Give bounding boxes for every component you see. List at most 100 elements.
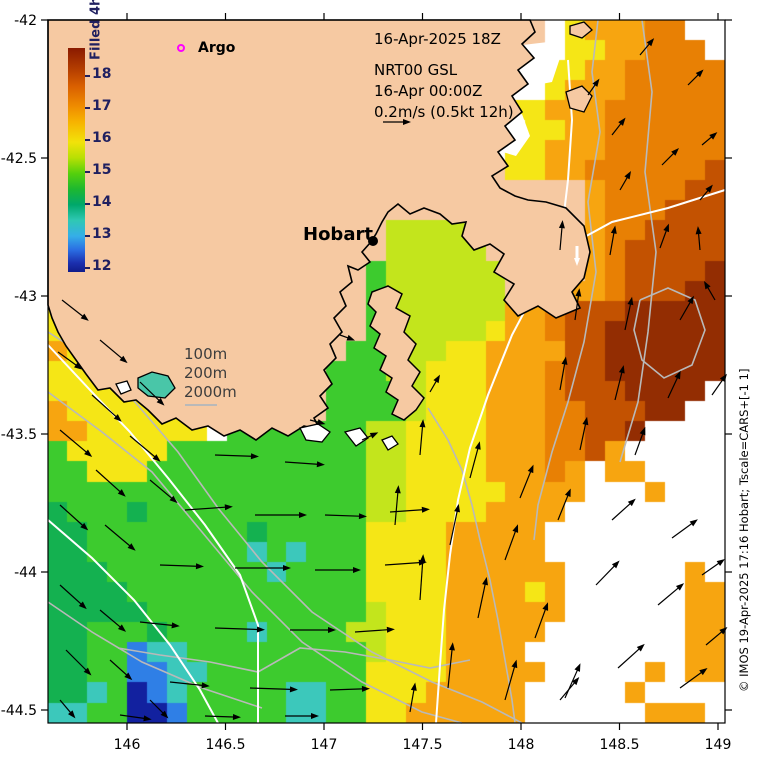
- current-vector-arrow: [184, 506, 229, 511]
- current-vector-arrow-head: [169, 495, 178, 504]
- current-vector-arrow-head: [511, 659, 518, 669]
- current-vector-arrow: [59, 504, 86, 529]
- current-vector-arrow: [249, 687, 294, 691]
- bathymetry-contour-white: [47, 344, 259, 723]
- current-vector-arrow: [614, 368, 624, 401]
- current-vector-arrow-head: [624, 170, 631, 180]
- current-vector-arrow-head: [558, 220, 565, 229]
- current-vector-arrow-head: [346, 334, 356, 341]
- argo-legend: Argo: [176, 40, 235, 56]
- current-vector-arrow: [214, 454, 255, 457]
- model-time: 16-Apr 00:00Z: [374, 82, 483, 100]
- current-vector-arrow: [559, 679, 578, 701]
- bruny-island: [367, 285, 425, 421]
- current-vector-arrow: [679, 669, 705, 689]
- current-vector-arrow: [284, 461, 321, 466]
- current-vector-arrow-head: [80, 522, 89, 531]
- current-vector-arrow: [574, 292, 580, 321]
- bathymetry-contour-white: [435, 189, 726, 724]
- y-axis-tick-label: -44.5: [1, 703, 37, 719]
- current-vector-arrow: [504, 663, 517, 701]
- current-vector-arrow-head: [394, 485, 401, 494]
- x-axis-tick-label: 146.5: [205, 737, 245, 753]
- current-vector-arrow-head: [299, 512, 307, 518]
- x-axis-tick-label: 148.5: [599, 737, 639, 753]
- bathymetry-contour-white: [47, 519, 219, 724]
- current-vector-arrow: [449, 507, 459, 546]
- current-vector-arrow-head: [627, 296, 634, 306]
- current-vector-arrow: [447, 646, 453, 689]
- colorbar-tick: [85, 75, 90, 77]
- current-vector-arrow: [104, 524, 133, 549]
- current-vector-arrow: [169, 681, 206, 687]
- current-vector-arrow-head: [421, 506, 430, 513]
- current-vector-arrow-head: [201, 682, 210, 689]
- current-vector-arrow: [119, 714, 148, 720]
- current-vector-arrow: [559, 224, 563, 251]
- current-vector-arrow-head: [542, 602, 549, 611]
- colorbar: [68, 48, 85, 272]
- current-vector-arrow-head: [571, 677, 580, 686]
- current-vector-arrow-head: [689, 519, 698, 527]
- current-vector-arrow-head: [328, 627, 336, 633]
- colorbar-title: Filled 4h comp, p50, All Sats: [89, 0, 104, 60]
- depth-contour-sample-line: [185, 404, 217, 406]
- current-vector-arrow: [99, 339, 125, 362]
- y-axis-tick-label: -42: [14, 13, 37, 29]
- white-vector-arrow-head: [574, 258, 580, 266]
- current-vector-arrow-head: [671, 148, 679, 156]
- current-vector-arrow-head: [358, 513, 367, 520]
- current-vector-arrow-head: [610, 225, 617, 234]
- argo-float-icon: [177, 44, 185, 52]
- depth-100m-label: 100m: [184, 345, 228, 363]
- current-vector-arrow: [469, 445, 480, 479]
- current-vector-arrow-head: [716, 558, 725, 566]
- current-vector-arrow: [609, 229, 616, 256]
- current-vector-arrow: [564, 666, 580, 699]
- reference-scale-arrow-head: [403, 119, 411, 125]
- current-vector-arrow-head: [474, 441, 481, 450]
- islet: [569, 21, 593, 39]
- current-vector-arrow-head: [67, 710, 76, 719]
- current-vector-arrow-head: [695, 69, 704, 78]
- current-vector-arrow: [384, 561, 423, 566]
- colorbar-tick-label: 18: [92, 66, 112, 82]
- current-vector-arrow-head: [564, 488, 571, 498]
- current-vector-arrow-head: [353, 567, 361, 573]
- current-vector-arrow-head: [574, 663, 581, 672]
- current-vector-arrow-head: [283, 565, 291, 571]
- current-vector-arrow-head: [74, 362, 83, 370]
- current-vector-arrow-head: [119, 355, 128, 364]
- current-vector-arrow-head: [695, 226, 702, 235]
- current-vector-arrow: [394, 489, 399, 526]
- current-vector-arrow-head: [369, 432, 379, 439]
- current-vector-arrow: [667, 374, 680, 399]
- colorbar-tick: [85, 139, 90, 141]
- current-vector-arrow: [95, 469, 124, 495]
- current-vector-arrow-head: [639, 426, 646, 436]
- current-vector-arrow-head: [195, 563, 204, 570]
- current-vector-arrow: [611, 500, 634, 521]
- colorbar-tick-label: 15: [92, 162, 112, 178]
- current-vector-arrow-head: [289, 686, 298, 693]
- model-info-block: NRT00 GSL 16-Apr 00:00Z 0.2m/s (0.5kt 12…: [374, 60, 514, 123]
- current-vector-arrow: [204, 715, 238, 718]
- current-vector-arrow-head: [709, 132, 718, 140]
- current-vector-arrow: [419, 558, 424, 601]
- current-vector-arrow-head: [433, 374, 440, 384]
- current-vector-arrow: [354, 628, 391, 633]
- current-vector-arrow-head: [316, 461, 325, 468]
- current-vector-arrow: [139, 621, 176, 627]
- bathymetry-contour-gray: [117, 647, 471, 673]
- colorbar-tick: [85, 107, 90, 109]
- current-vector-arrow-head: [611, 560, 620, 569]
- current-vector-arrow-head: [78, 601, 87, 610]
- current-vector-arrow-head: [575, 288, 582, 297]
- current-vector-arrow-head: [618, 365, 625, 374]
- islet: [137, 371, 176, 399]
- bathymetry-contour-gray: [47, 601, 263, 709]
- current-vector-arrow-head: [250, 453, 259, 460]
- current-vector-arrow-head: [152, 454, 161, 462]
